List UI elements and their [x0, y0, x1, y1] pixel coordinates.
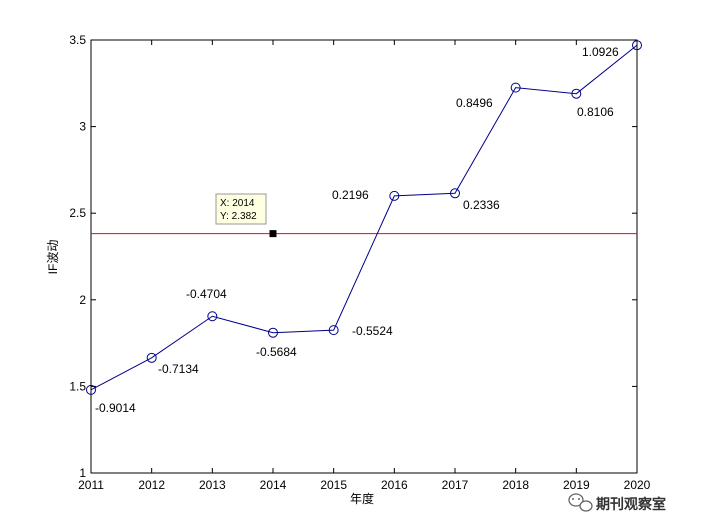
y-tick-label: 3: [79, 120, 86, 134]
y-axis-ticks: 1 1.5 2 2.5 3 3.5: [69, 33, 637, 480]
datatip-box: [215, 193, 267, 225]
x-tick-label: 2016: [381, 478, 408, 492]
y-tick-label: 2: [79, 293, 86, 307]
point-label: 1.0926: [582, 45, 619, 59]
x-axis-title: 年度: [350, 491, 374, 506]
data-point: [86, 384, 96, 395]
x-tick-label: 2013: [199, 478, 226, 492]
series-line: [90, 44, 638, 391]
y-tick-label: 2.5: [69, 206, 86, 220]
x-tick-label: 2015: [320, 478, 347, 492]
y-axis-title: IF波动: [46, 240, 60, 275]
datatip-y-text: Y: 2.382: [220, 211, 257, 222]
datatip: X: 2014 Y: 2.382: [215, 193, 277, 238]
point-label: 0.2196: [332, 188, 369, 202]
data-point: [571, 88, 582, 99]
data-point: [510, 82, 521, 93]
point-labels: -0.9014 -0.7134 -0.4704 -0.5684 -0.5524 …: [95, 45, 619, 415]
point-label: 0.8106: [577, 105, 614, 119]
wechat-icon: [568, 493, 593, 512]
data-point: [632, 40, 642, 51]
point-label: 0.8496: [456, 96, 493, 110]
x-tick-label: 2011: [78, 478, 104, 492]
x-axis-ticks: 2011 2012 2013 2014 2015 2016 2017 2018 2019 2020: [78, 40, 651, 492]
data-point: [146, 352, 157, 363]
y-tick-label: 1: [79, 466, 86, 480]
data-point: [389, 190, 400, 201]
data-point: [328, 325, 339, 336]
data-markers: [86, 40, 642, 395]
x-tick-label: 2017: [442, 478, 469, 492]
data-point: [207, 311, 218, 322]
watermark: 期刊观察室: [568, 493, 666, 512]
x-tick-label: 2020: [624, 478, 651, 492]
datatip-x-text: X: 2014: [220, 198, 255, 209]
point-label: -0.5524: [352, 324, 393, 338]
point-label: 0.2336: [463, 198, 500, 212]
datatip-marker: [269, 230, 277, 238]
y-tick-label: 3.5: [69, 33, 86, 47]
plot-area: [90, 39, 638, 474]
point-label: -0.4704: [186, 287, 227, 301]
point-label: -0.9014: [95, 401, 136, 415]
y-tick-label: 1.5: [69, 379, 86, 393]
data-point: [268, 327, 278, 338]
x-tick-label: 2014: [260, 478, 287, 492]
point-label: -0.5684: [256, 345, 297, 359]
x-tick-label: 2019: [563, 478, 590, 492]
x-tick-label: 2018: [502, 478, 529, 492]
data-point: [450, 188, 460, 199]
x-tick-label: 2012: [138, 478, 165, 492]
point-label: -0.7134: [158, 362, 199, 376]
watermark-text: 期刊观察室: [596, 496, 666, 512]
